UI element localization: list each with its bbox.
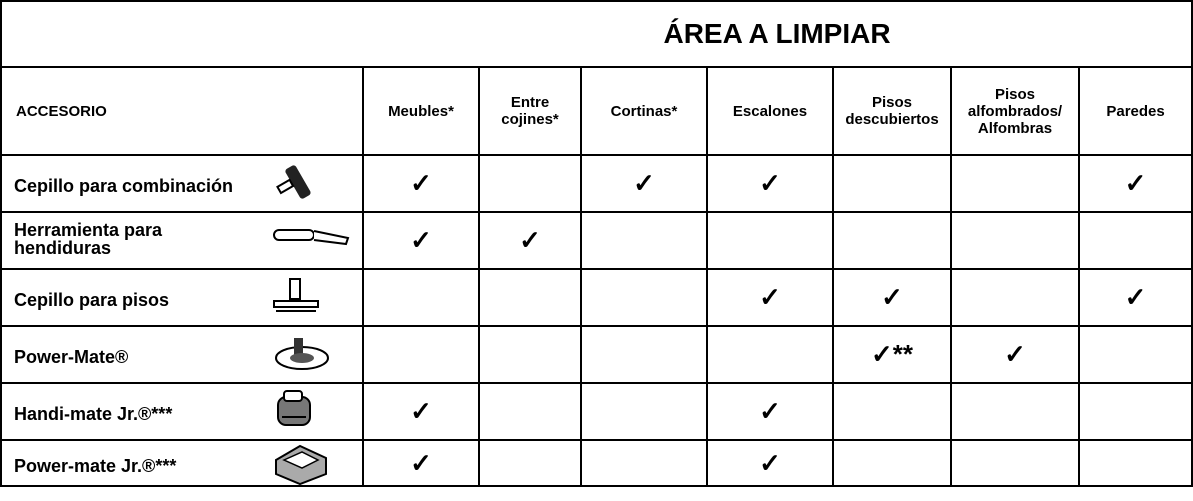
accessory-icon — [276, 164, 311, 199]
check-cell: ✓ — [580, 154, 708, 213]
check-mark: ✓ — [759, 282, 781, 312]
check-cell: ✓ — [706, 439, 834, 487]
accessory-cell: Cepillo para combinación — [0, 154, 364, 213]
check-cell: ✓ — [1077, 268, 1193, 327]
check-mark: ✓ — [759, 168, 781, 198]
accessory-table: ÁREA A LIMPIAR ACCESORIO Meubles* Entre c… — [0, 0, 1193, 487]
check-cell: ✓ — [362, 154, 480, 213]
accessory-icon — [273, 277, 319, 312]
accessory-cell: Herramienta para hendiduras — [0, 211, 364, 270]
column-header: Entre cojines* — [478, 66, 582, 156]
check-cell: ✓ — [832, 268, 952, 327]
check-cell: ✓ — [362, 382, 480, 441]
check-cell: ✓ — [706, 268, 834, 327]
check-cell — [478, 325, 582, 384]
column-header: Escalones — [706, 66, 834, 156]
accessory-header: ACCESORIO — [0, 66, 364, 156]
accessory-row: Power-Mate® ✓** ✓ — [0, 325, 1193, 384]
check-cell — [478, 439, 582, 487]
check-cell: ✓** — [832, 325, 952, 384]
accessory-cell: Power-mate Jr.®*** — [0, 439, 364, 487]
check-cell — [706, 211, 834, 270]
check-cell — [832, 382, 952, 441]
check-cell — [950, 439, 1080, 487]
check-cell — [706, 325, 834, 384]
column-header: Pisos alfombrados/ Alfombras — [950, 66, 1080, 156]
accessory-row: Herramienta para hendiduras ✓ ✓ — [0, 211, 1193, 270]
accessory-icon — [273, 228, 350, 245]
check-cell — [950, 211, 1080, 270]
header-row: ACCESORIO Meubles* Entre cojines* Cortinas… — [0, 66, 1193, 156]
accessory-icon — [275, 337, 329, 370]
accessory-icon — [275, 444, 327, 486]
check-cell — [580, 268, 708, 327]
accessory-icon — [277, 389, 311, 426]
accessory-name: Power-mate Jr.®*** — [14, 455, 177, 476]
accessory-name: Handi-mate Jr.®*** — [14, 404, 173, 424]
column-header: Meubles* — [362, 66, 480, 156]
check-cell — [580, 325, 708, 384]
check-cell — [950, 382, 1080, 441]
check-mark: ✓ — [1124, 282, 1147, 312]
accessory-cell: Handi-mate Jr.®*** — [0, 382, 364, 441]
accessory-row: Cepillo para pisos ✓ ✓ ✓ — [0, 268, 1193, 327]
check-cell — [478, 268, 582, 327]
check-cell: ✓ — [362, 211, 480, 270]
accessory-cell: Cepillo para pisos — [0, 268, 364, 327]
check-cell: ✓ — [362, 439, 480, 487]
check-cell — [478, 154, 582, 213]
check-mark: ✓ — [759, 396, 781, 426]
accessory-name: Herramienta para hendiduras — [14, 219, 163, 258]
check-cell — [1077, 325, 1193, 384]
check-cell — [478, 382, 582, 441]
accessory-row: Cepillo para combinación ✓ ✓ ✓ ✓ — [0, 154, 1193, 213]
accessory-row: Handi-mate Jr.®*** ✓ ✓ — [0, 382, 1193, 441]
check-mark: ✓ — [410, 168, 432, 198]
check-mark: ✓ — [1124, 168, 1147, 198]
check-cell — [362, 268, 480, 327]
check-cell — [1077, 382, 1193, 441]
accessory-name: Cepillo para pisos — [14, 290, 170, 310]
column-header: Pisos descubiertos — [832, 66, 952, 156]
check-cell — [580, 382, 708, 441]
check-cell — [832, 439, 952, 487]
check-cell — [362, 325, 480, 384]
check-mark: ✓** — [870, 339, 914, 369]
accessory-name: Power-Mate® — [14, 347, 129, 367]
check-cell: ✓ — [950, 325, 1080, 384]
title: ÁREA A LIMPIAR — [363, 0, 1193, 68]
check-cell — [950, 154, 1080, 213]
blank-cell — [0, 0, 363, 68]
accessory-row: Power-mate Jr.®*** ✓ ✓ — [0, 439, 1193, 487]
column-header: Paredes — [1077, 66, 1193, 156]
title-row: ÁREA A LIMPIAR — [0, 0, 1193, 68]
check-cell — [580, 439, 708, 487]
check-cell — [1077, 439, 1193, 487]
check-cell — [580, 211, 708, 270]
check-cell — [832, 211, 952, 270]
check-mark: ✓ — [410, 396, 432, 426]
accessory-name: Cepillo para combinación — [14, 176, 234, 196]
check-cell — [832, 154, 952, 213]
check-mark: ✓ — [1004, 339, 1026, 369]
check-mark: ✓ — [410, 225, 432, 255]
check-cell — [950, 268, 1080, 327]
check-mark: ✓ — [759, 447, 781, 478]
check-cell: ✓ — [478, 211, 582, 270]
check-mark: ✓ — [519, 225, 541, 255]
check-cell: ✓ — [706, 154, 834, 213]
check-cell: ✓ — [1077, 154, 1193, 213]
accessory-cell: Power-Mate® — [0, 325, 364, 384]
check-cell: ✓ — [706, 382, 834, 441]
check-mark: ✓ — [633, 168, 655, 198]
check-mark: ✓ — [881, 282, 903, 312]
check-mark: ✓ — [410, 447, 432, 478]
column-header: Cortinas* — [580, 66, 708, 156]
check-cell — [1077, 211, 1193, 270]
